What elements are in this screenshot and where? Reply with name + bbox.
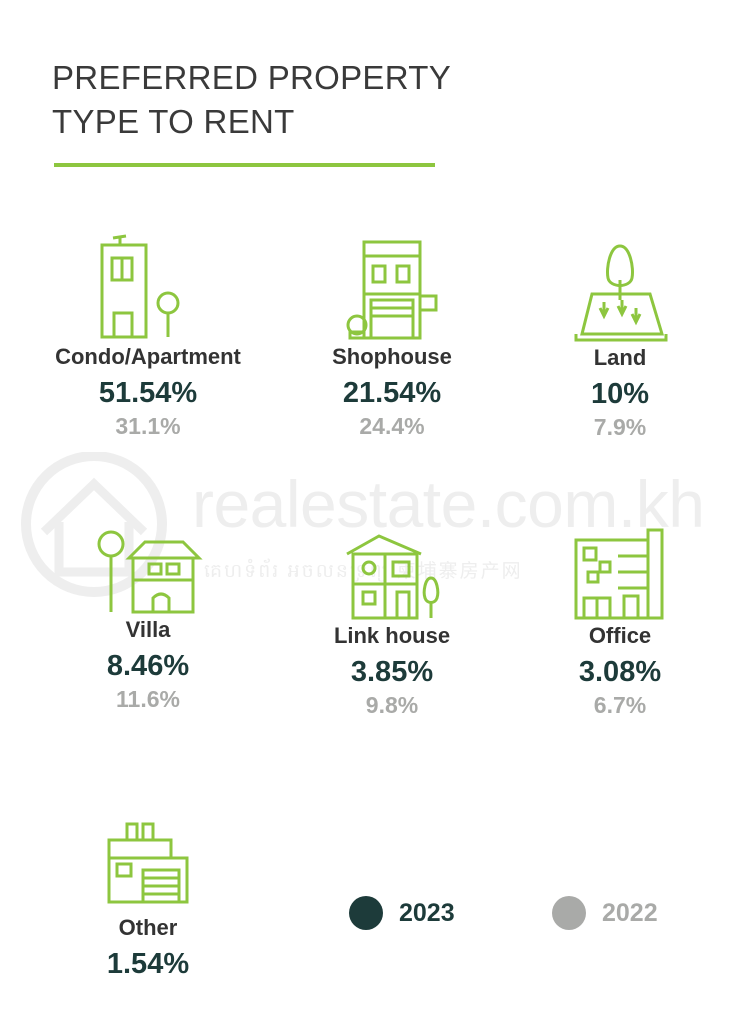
value-2022: 31.1% bbox=[115, 413, 181, 439]
title-underline bbox=[54, 163, 435, 167]
value-2022: 7.9% bbox=[593, 414, 647, 440]
item-label: Other bbox=[118, 915, 178, 940]
villa-icon bbox=[97, 530, 203, 614]
value-2022: 24.4% bbox=[359, 413, 425, 439]
item-other: Other 1.54% bbox=[28, 820, 268, 982]
value-2022: 9.8% bbox=[365, 692, 419, 718]
value-2023: 1.54% bbox=[106, 948, 190, 980]
item-label: Land bbox=[593, 345, 647, 370]
legend-label-2022: 2022 bbox=[602, 898, 658, 927]
value-2023: 3.85% bbox=[350, 656, 434, 688]
item-label: Condo/Apartment bbox=[55, 344, 241, 369]
condo-icon bbox=[100, 234, 180, 339]
item-shophouse: Shophouse 21.54% 24.4% bbox=[272, 238, 512, 441]
legend-label-2023: 2023 bbox=[399, 898, 455, 927]
legend-swatch-2022 bbox=[552, 896, 586, 930]
other-building-icon bbox=[107, 822, 189, 904]
item-villa: Villa 8.46% 11.6% bbox=[28, 528, 268, 714]
legend-item-2023: 2023 bbox=[349, 896, 455, 930]
item-label: Shophouse bbox=[332, 344, 452, 369]
item-label: Link house bbox=[333, 623, 451, 648]
item-label: Villa bbox=[125, 617, 171, 642]
value-2023: 21.54% bbox=[342, 377, 442, 409]
item-label: Office bbox=[588, 623, 652, 648]
item-office: Office 3.08% 6.7% bbox=[500, 526, 740, 720]
item-land: Land 10% 7.9% bbox=[500, 240, 740, 442]
title-line-1: PREFERRED PROPERTY bbox=[52, 59, 452, 96]
value-2023: 51.54% bbox=[98, 377, 198, 409]
office-icon bbox=[574, 528, 664, 620]
item-link-house: Link house 3.85% 9.8% bbox=[272, 532, 512, 720]
shophouse-icon bbox=[346, 240, 438, 340]
legend-item-2022: 2022 bbox=[552, 896, 658, 930]
page-title: PREFERRED PROPERTY TYPE TO RENT bbox=[52, 56, 472, 144]
value-2022: 11.6% bbox=[116, 686, 180, 712]
value-2023: 8.46% bbox=[106, 650, 190, 682]
title-line-2: TYPE TO RENT bbox=[52, 103, 295, 140]
legend-swatch-2023 bbox=[349, 896, 383, 930]
value-2022: 6.7% bbox=[593, 692, 647, 718]
land-icon bbox=[574, 244, 668, 342]
link-house-icon bbox=[346, 534, 440, 620]
item-condo-apartment: Condo/Apartment 51.54% 31.1% bbox=[28, 228, 268, 441]
value-2023: 3.08% bbox=[578, 656, 662, 688]
value-2023: 10% bbox=[590, 378, 650, 410]
